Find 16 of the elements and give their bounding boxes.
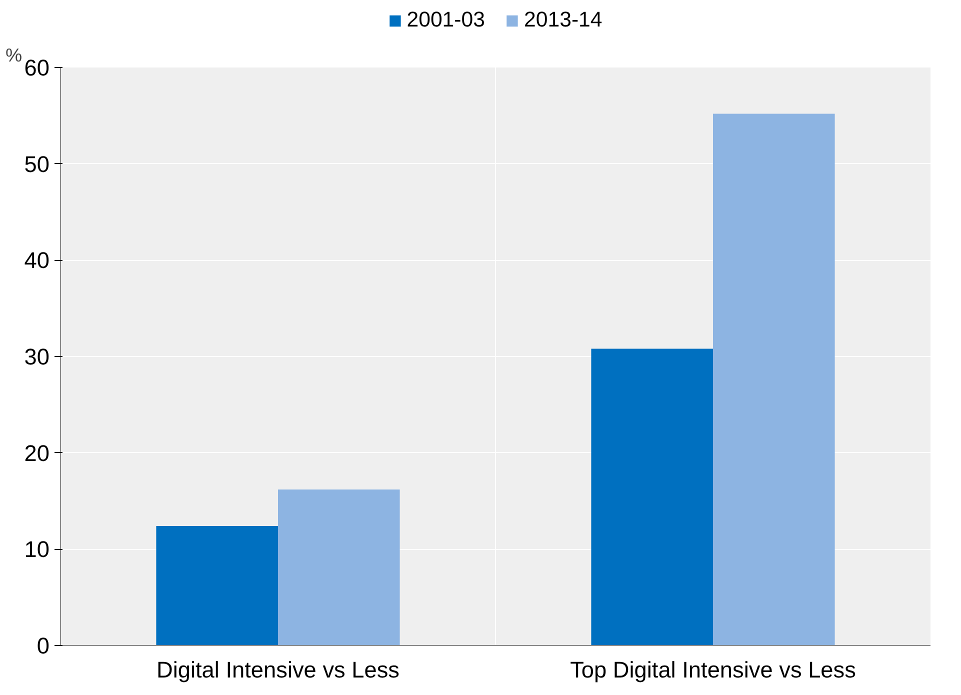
bar xyxy=(156,526,278,646)
y-tick-label: 0 xyxy=(36,632,50,658)
y-tick-label: 30 xyxy=(24,344,50,370)
x-tick-label: Top Digital Intensive vs Less xyxy=(570,656,856,682)
y-tick-label: 40 xyxy=(24,247,50,274)
y-axis-title: % xyxy=(6,44,22,66)
x-tick-label: Digital Intensive vs Less xyxy=(156,656,400,682)
bar xyxy=(713,114,835,646)
legend-label: 2001-03 xyxy=(406,8,485,32)
bar xyxy=(591,348,713,646)
y-tick-label: 60 xyxy=(24,54,50,80)
bar xyxy=(278,489,400,646)
legend-label: 2013-14 xyxy=(524,8,602,32)
y-tick-label: 50 xyxy=(24,150,50,177)
y-tick-label: 20 xyxy=(24,440,50,466)
y-tick-label: 10 xyxy=(24,536,50,562)
